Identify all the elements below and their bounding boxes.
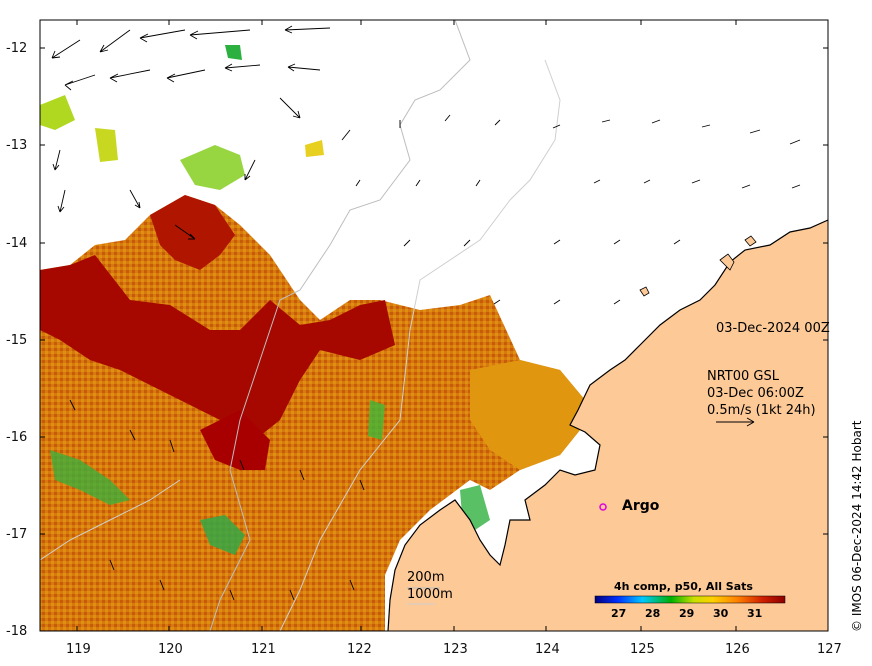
argo-marker [599,503,607,511]
lat-tick-16: -16 [6,430,28,445]
sst-field-cool-north [180,145,245,190]
sst-field-warm-patch [150,195,235,270]
plot-frame [39,19,829,632]
vector-scale-arrow [716,417,755,427]
colorbar-bar [594,595,786,604]
sst-field-cool-bottom [200,515,245,555]
isobath-200m-label: 200m [407,570,445,585]
lon-tick-127: 127 [817,642,842,657]
lat-tick-12: -12 [6,41,28,56]
colorbar-tick-29: 29 [679,607,695,620]
product-label: NRT00 GSL [707,369,779,384]
vector-scale-label: 0.5m/s (1kt 24h) [707,403,816,418]
lat-tick-15: -15 [6,333,28,348]
sst-field-main [40,195,585,631]
coastline [387,219,828,631]
sst-field-cool-nw2 [95,128,118,162]
lon-tick-120: 120 [158,642,183,657]
isobath-200m [209,20,471,631]
lat-tick-18: -18 [6,624,28,639]
lon-tick-125: 125 [630,642,655,657]
lon-tick-122: 122 [347,642,372,657]
lon-tick-119: 119 [66,642,91,657]
current-vectors [51,25,801,601]
lat-tick-13: -13 [6,138,28,153]
lon-tick-123: 123 [443,642,468,657]
date-label: 03-Dec-2024 00Z [716,321,830,336]
argo-label: Argo [622,498,660,514]
sst-field-cool-nw [40,95,75,130]
colorbar-title: 4h comp, p50, All Sats [614,580,753,593]
lon-tick-126: 126 [725,642,750,657]
sst-field-top-blob2 [305,140,324,157]
island-ne [639,235,757,297]
colorbar-tick-28: 28 [645,607,661,620]
sst-field-cool-west [50,450,130,505]
sst-field-top-blob [225,45,242,60]
colorbar-tick-30: 30 [713,607,729,620]
sst-field-warm-west [40,255,395,440]
sst-field-coastal-green2 [368,400,385,440]
sst-field-warm-south [200,410,270,470]
product-time-label: 03-Dec 06:00Z [707,386,804,401]
lon-tick-121: 121 [251,642,276,657]
lon-tick-124: 124 [535,642,560,657]
isobath-1000m [279,59,561,631]
isobath-shelf [40,479,181,561]
colorbar-tick-31: 31 [747,607,763,620]
land-mass [388,220,828,631]
plot-area [40,20,828,631]
lat-tick-17: -17 [6,527,28,542]
lat-tick-14: -14 [6,236,28,251]
axis-ticks [40,20,829,632]
sst-field-coastal-east [470,360,585,470]
colorbar-tick-27: 27 [611,607,627,620]
credit-text: © IMOS 06-Dec-2024 14:42 Hobart [850,420,864,632]
isobath-1000m-label: 1000m [407,587,453,602]
